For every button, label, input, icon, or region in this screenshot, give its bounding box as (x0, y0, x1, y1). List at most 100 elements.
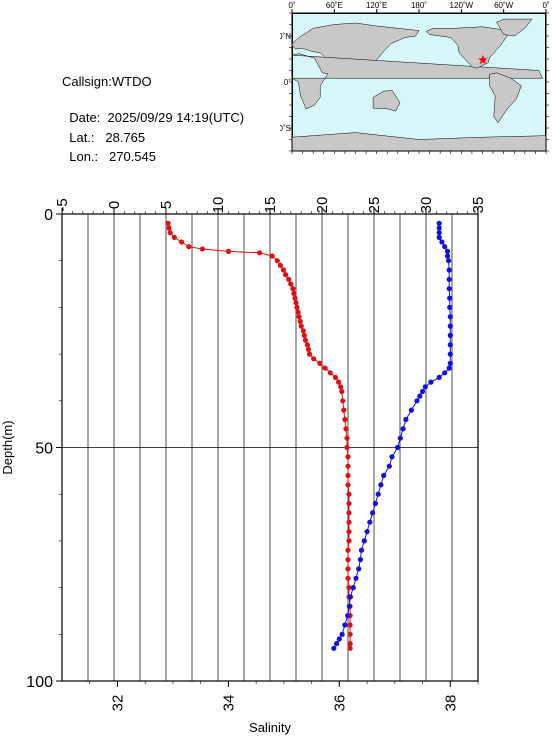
salinity-point (447, 360, 453, 366)
land-shape-4 (489, 72, 522, 124)
temperature-point (347, 631, 353, 637)
salinity-point (414, 398, 420, 404)
salinity-point (444, 253, 451, 259)
temperature-point (290, 286, 296, 292)
salinity-point (442, 370, 448, 376)
temperature-point (332, 374, 339, 380)
lon-label: Lon.: (69, 149, 99, 164)
temperature-point (344, 435, 350, 441)
temperature-point (179, 239, 185, 245)
temperature-point (269, 253, 275, 259)
salinity-point (357, 557, 363, 563)
temperature-point (345, 557, 351, 563)
temperature-point (167, 230, 173, 236)
salinity-point (447, 342, 453, 348)
temperature-point (293, 300, 299, 306)
temperature-tick-label: 5 (158, 201, 175, 209)
temperature-point (257, 250, 263, 256)
temperature-tick-label: 35 (470, 197, 487, 214)
temperature-point (295, 309, 301, 315)
salinity-point (436, 374, 442, 380)
salinity-point (331, 645, 337, 651)
temperature-point (347, 622, 353, 628)
temperature-point (347, 645, 353, 651)
temperature-point (346, 510, 352, 516)
temperature-point (301, 332, 307, 338)
world-map-frame: 0˚ 60˚E 120˚E 180˚ 120˚W 60˚W 0˚ 60˚N 0˚ 60˚S (280, 1, 550, 154)
temperature-point (346, 538, 352, 544)
temperature-point (336, 379, 342, 385)
temperature-point (166, 225, 172, 231)
lat-value: 28.765 (105, 130, 146, 145)
salinity-point (350, 585, 356, 591)
temperature-point (297, 318, 303, 324)
temperature-point (346, 529, 352, 535)
temperature-point (291, 290, 297, 296)
temperature-point (274, 258, 280, 264)
salinity-point (447, 323, 453, 329)
salinity-point (403, 416, 409, 423)
salinity-point (447, 304, 453, 310)
callsign-text: Callsign:WTDO (62, 74, 152, 89)
map-lat-label: 60˚S (280, 124, 291, 133)
lat-row: Lat.: 28.765 (62, 115, 145, 145)
salinity-tick-label: 38 (442, 695, 459, 712)
temperature-point (339, 388, 345, 395)
temperature-point (296, 314, 302, 320)
salinity-point (345, 613, 351, 619)
temperature-point (344, 444, 350, 451)
salinity-point (442, 244, 448, 250)
salinity-point (378, 482, 384, 488)
temperature-point (186, 244, 192, 250)
temperature-point (338, 384, 344, 390)
salinity-point (361, 538, 367, 544)
depth-tick-label: 50 (35, 441, 53, 458)
salinity-point (375, 491, 381, 497)
map-lon-label: 180˚ (411, 1, 427, 10)
salinity-tick-label: 34 (220, 695, 237, 712)
salinity-point (339, 631, 345, 637)
salinity-point (346, 603, 352, 609)
station-marker-icon (478, 54, 488, 64)
salinity-point (389, 454, 395, 460)
temperature-point (292, 295, 298, 301)
salinity-point (408, 407, 414, 413)
temperature-point (280, 267, 287, 273)
temperature-tick-label: 10 (210, 197, 227, 214)
salinity-axis-label: Salinity (249, 720, 291, 735)
map-lon-label: 0˚ (542, 1, 549, 10)
map-lon-label: 120˚W (450, 1, 474, 10)
temperature-point (288, 281, 294, 287)
temperature-point (317, 360, 323, 366)
date-label: Date: (69, 110, 101, 125)
land-shape-6 (291, 132, 547, 152)
map-lon-label: 120˚E (366, 1, 387, 10)
salinity-point (436, 230, 442, 236)
depth-tick-label: 100 (26, 674, 53, 691)
salinity-point (400, 426, 406, 432)
salinity-point (370, 510, 376, 516)
date-row: Date: 2025/09/29 14:19(UTC) (62, 95, 244, 125)
salinity-point (446, 267, 452, 273)
salinity-point (356, 566, 362, 572)
temperature-point (171, 234, 177, 240)
salinity-point (347, 594, 353, 600)
map-lat-label: 60˚N (280, 32, 291, 41)
salinity-point (358, 547, 365, 553)
lat-label: Lat.: (69, 130, 95, 145)
temperature-tick-label: 25 (366, 197, 383, 214)
temperature-point (346, 585, 352, 591)
salinity-point (372, 500, 378, 507)
salinity-point (439, 239, 445, 245)
salinity-point (447, 351, 453, 357)
temperature-tick-label: 0 (106, 201, 123, 209)
salinity-point (342, 622, 348, 628)
temperature-tick-label: -5 (54, 198, 71, 211)
map-lon-label: 60˚E (326, 1, 343, 10)
land-shape-2 (372, 90, 401, 112)
temperature-point (345, 482, 351, 488)
temperature-point (286, 276, 292, 282)
map-lat-label: 0˚ (284, 78, 291, 87)
temperature-point (345, 547, 351, 553)
temperature-point (345, 575, 351, 581)
